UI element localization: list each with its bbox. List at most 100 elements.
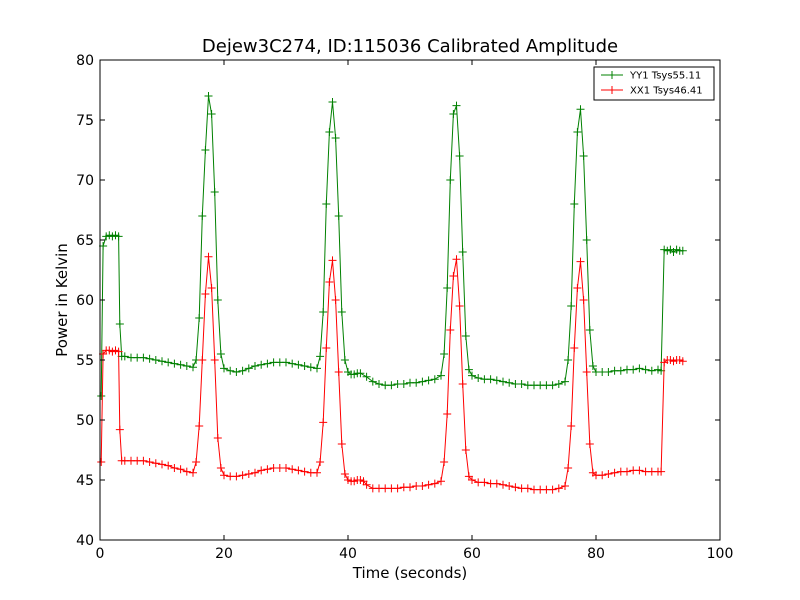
data-point-xx1: [418, 482, 427, 490]
y-axis-label: Power in Kelvin: [53, 243, 71, 357]
data-point-yy1: [458, 248, 467, 256]
data-point-yy1: [576, 105, 585, 114]
y-tick-label: 70: [76, 173, 94, 189]
data-point-yy1: [282, 358, 290, 367]
data-point-yy1: [582, 236, 591, 244]
x-tick-label: 40: [339, 546, 357, 562]
data-point-yy1: [635, 364, 644, 373]
data-point-xx1: [564, 464, 573, 472]
data-point-yy1: [499, 377, 507, 386]
x-tick-label: 20: [215, 546, 233, 562]
data-point-xx1: [570, 344, 579, 352]
data-point-xx1: [582, 368, 591, 376]
x-tick-label: 100: [707, 546, 734, 562]
data-point-xx1: [251, 468, 259, 477]
y-tick-label: 75: [76, 113, 94, 129]
data-point-xx1: [282, 464, 290, 472]
data-point-yy1: [579, 152, 588, 160]
data-point-xx1: [561, 482, 569, 490]
data-point-yy1: [337, 308, 346, 316]
data-point-xx1: [604, 470, 613, 478]
data-point-yy1: [616, 366, 625, 375]
data-point-yy1: [182, 362, 191, 370]
data-point-xx1: [115, 425, 124, 434]
data-point-yy1: [340, 356, 349, 364]
data-point-yy1: [226, 366, 235, 375]
data-point-xx1: [446, 326, 455, 334]
data-point-yy1: [474, 374, 483, 382]
y-tick-label: 55: [76, 353, 94, 369]
data-point-xx1: [573, 284, 582, 292]
data-point-xx1: [97, 458, 106, 466]
data-point-yy1: [492, 376, 501, 385]
data-point-xx1: [216, 464, 225, 472]
data-point-xx1: [319, 418, 328, 427]
data-point-yy1: [362, 372, 371, 381]
data-point-yy1: [210, 188, 219, 196]
y-tick-label: 80: [76, 53, 94, 69]
legend-marker-xx1: [608, 86, 616, 94]
data-point-xx1: [337, 440, 346, 448]
series-line-yy1: [100, 95, 683, 397]
data-point-yy1: [139, 353, 148, 362]
data-point-yy1: [440, 350, 449, 358]
x-axis-label: Time (seconds): [352, 564, 468, 582]
data-point-yy1: [585, 326, 594, 334]
data-point-xx1: [195, 422, 204, 430]
data-point-yy1: [449, 110, 458, 118]
data-point-yy1: [322, 200, 331, 208]
data-point-yy1: [548, 381, 557, 390]
data-point-yy1: [151, 356, 160, 364]
data-point-xx1: [210, 356, 219, 364]
data-point-yy1: [564, 356, 573, 364]
data-point-xx1: [170, 464, 179, 472]
data-point-xx1: [458, 380, 467, 388]
data-point-xx1: [406, 483, 414, 492]
data-point-yy1: [319, 308, 328, 316]
data-point-xx1: [554, 484, 563, 493]
y-tick-label: 60: [76, 293, 94, 309]
data-point-yy1: [573, 128, 582, 136]
data-point-yy1: [588, 362, 597, 370]
data-point-xx1: [579, 296, 588, 304]
data-point-yy1: [115, 320, 124, 328]
data-point-xx1: [585, 440, 594, 448]
series-xx1: [97, 252, 687, 494]
data-point-yy1: [678, 246, 687, 255]
data-point-yy1: [437, 371, 445, 380]
data-point-yy1: [412, 378, 421, 387]
data-point-yy1: [164, 358, 173, 367]
data-point-xx1: [678, 357, 687, 366]
data-point-yy1: [505, 378, 514, 387]
data-point-yy1: [452, 101, 461, 110]
data-point-xx1: [480, 478, 489, 487]
data-point-yy1: [204, 92, 213, 100]
data-point-yy1: [647, 366, 656, 375]
data-point-yy1: [306, 363, 315, 372]
data-point-xx1: [288, 465, 297, 474]
ticks-layer: 0 20 40 60 80 100 40 45 50 55 60 65 70 75 80: [76, 53, 733, 562]
data-point-xx1: [316, 458, 325, 466]
data-point-yy1: [387, 381, 396, 390]
data-point-xx1: [461, 446, 470, 454]
data-point-yy1: [145, 354, 154, 363]
data-point-xx1: [424, 480, 433, 489]
data-point-yy1: [629, 365, 638, 374]
data-point-xx1: [623, 467, 631, 476]
y-tick-label: 45: [76, 473, 94, 489]
data-point-yy1: [570, 200, 579, 208]
data-point-xx1: [455, 302, 464, 310]
data-point-xx1: [393, 484, 402, 493]
data-point-yy1: [443, 284, 452, 292]
data-point-yy1: [257, 360, 266, 369]
legend-label-yy1: YY1 Tsys55.11: [629, 71, 701, 82]
data-point-yy1: [198, 212, 207, 220]
legend: YY1 Tsys55.11 XX1 Tsys46.41: [593, 66, 715, 101]
data-point-yy1: [446, 176, 455, 184]
data-point-yy1: [561, 377, 569, 386]
data-point-xx1: [468, 476, 476, 484]
data-point-xx1: [325, 278, 334, 286]
data-point-yy1: [176, 360, 185, 369]
data-point-xx1: [499, 480, 507, 489]
data-point-xx1: [505, 482, 514, 490]
